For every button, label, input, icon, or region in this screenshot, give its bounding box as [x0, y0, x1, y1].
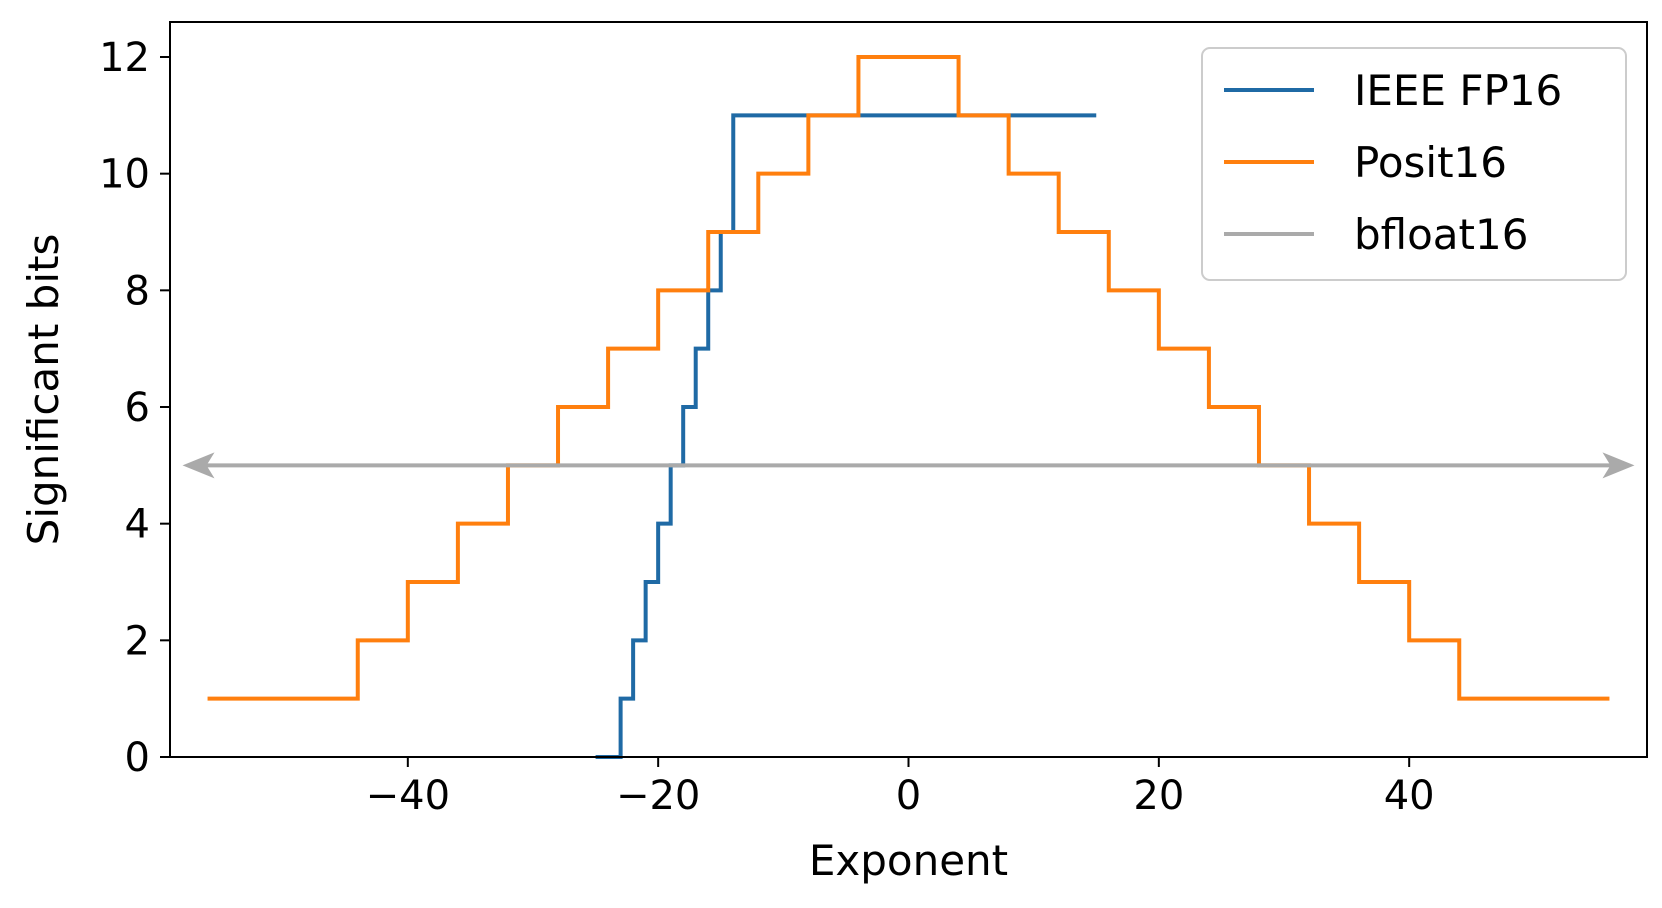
x-tick-label: −40	[366, 773, 450, 819]
y-tick-label: 12	[99, 35, 150, 81]
legend: IEEE FP16 Posit16 bfloat16	[1201, 47, 1627, 281]
x-tick-label: −20	[616, 773, 700, 819]
series-posit16-line	[207, 55, 1610, 701]
series-ieee-fp16-line	[595, 113, 1097, 759]
y-axis-ticks: 0 2 4 6 8 10 12	[99, 35, 170, 781]
y-tick-label: 6	[125, 385, 150, 431]
y-tick-label: 8	[125, 268, 150, 314]
legend-label: IEEE FP16	[1354, 66, 1562, 115]
y-tick-label: 4	[125, 502, 150, 548]
y-tick-label: 10	[99, 152, 150, 198]
y-tick-label: 2	[125, 618, 150, 664]
x-axis-ticks: −40 −20 0 20 40	[366, 757, 1435, 819]
y-axis-label: Significant bits	[19, 234, 68, 546]
x-tick-label: 40	[1384, 773, 1435, 819]
x-tick-label: 20	[1133, 773, 1184, 819]
x-tick-label: 0	[896, 773, 921, 819]
plot-lines	[182, 55, 1635, 759]
legend-box	[1201, 47, 1627, 281]
series-bfloat16-arrowhead-right	[1602, 452, 1635, 479]
y-tick-label: 0	[125, 735, 150, 781]
legend-label: Posit16	[1354, 138, 1507, 187]
series-bfloat16-arrowhead-left	[182, 452, 215, 479]
legend-label: bfloat16	[1354, 210, 1528, 259]
x-axis-label: Exponent	[809, 836, 1008, 885]
